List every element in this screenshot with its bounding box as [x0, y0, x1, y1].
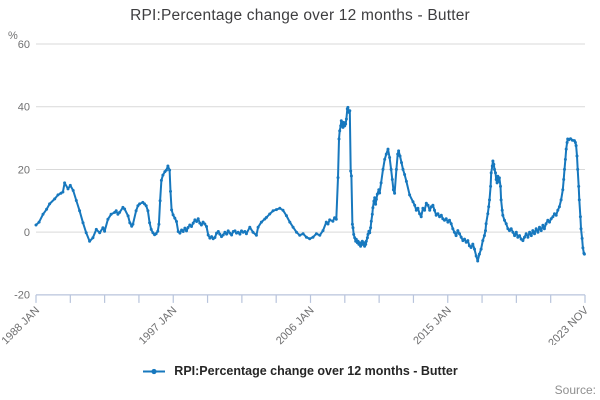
data-point-markers: [34, 105, 586, 263]
y-tick-label: 0: [24, 227, 30, 239]
legend-label: RPI:Percentage change over 12 months - B…: [174, 364, 458, 378]
y-tick-label: 20: [18, 164, 30, 176]
y-tick-label: -20: [14, 290, 30, 302]
y-axis-unit-label: %: [8, 30, 18, 42]
legend-line-marker-icon: [143, 368, 166, 374]
chart-legend: RPI:Percentage change over 12 months - B…: [0, 364, 600, 378]
x-tick-label: 2006 JAN: [274, 304, 317, 345]
source-label: Source:: [554, 383, 596, 397]
chart-title: RPI:Percentage change over 12 months - B…: [130, 7, 470, 24]
x-axis: [35, 294, 586, 303]
y-tick-label: 60: [18, 39, 30, 51]
x-axis-tick-labels: 1988 JAN 1997 JAN 2006 JAN 2015 JAN 2023 NOV: [0, 304, 592, 345]
x-tick-label: 1997 JAN: [137, 304, 180, 345]
x-tick-label: 1988 JAN: [0, 304, 42, 345]
y-tick-label: 40: [18, 102, 30, 114]
line-chart-plot: 60 40 20 0 -20 1988 JAN 1997 JAN 2006 JAN 2015 J…: [0, 39, 592, 345]
x-tick-label: 2023 NOV: [546, 304, 591, 345]
gridlines: [36, 43, 585, 233]
x-tick-label: 2015 JAN: [411, 304, 454, 345]
y-axis-tick-labels: 60 40 20 0 -20: [14, 39, 30, 302]
